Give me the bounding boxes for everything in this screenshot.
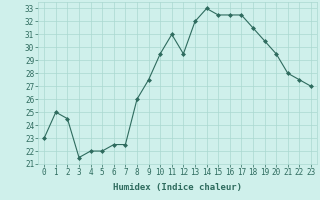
X-axis label: Humidex (Indice chaleur): Humidex (Indice chaleur): [113, 183, 242, 192]
